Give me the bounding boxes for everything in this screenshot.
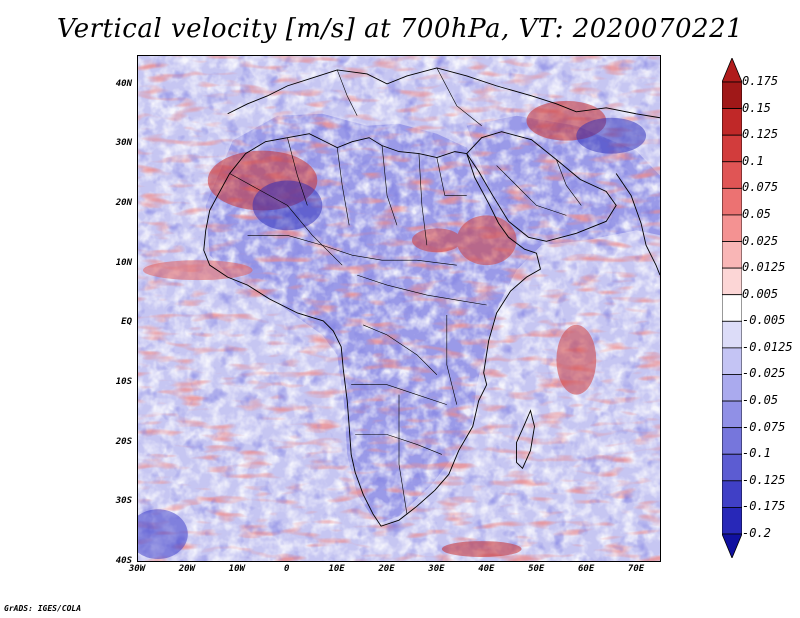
lat-label-eq: EQ bbox=[121, 317, 132, 328]
colorbar-label: 0.05 bbox=[742, 206, 771, 221]
lon-label-60e: 60E bbox=[578, 564, 595, 574]
coastlines bbox=[203, 67, 660, 527]
lat-label-10n: 10N bbox=[115, 257, 132, 268]
colorbar-label: 0.175 bbox=[742, 74, 779, 88]
colorbar-label: 0.0125 bbox=[742, 260, 786, 275]
colorbar-segment bbox=[722, 187, 742, 216]
lat-label-40s: 40S bbox=[115, 556, 132, 566]
colorbar-segment bbox=[722, 507, 742, 535]
colorbar-bottom-arrow bbox=[722, 533, 742, 558]
lat-label-30s: 30S bbox=[115, 496, 132, 507]
arabia-coast bbox=[466, 131, 617, 242]
lon-label-10w: 10W bbox=[228, 564, 245, 574]
lon-label-10e: 10E bbox=[328, 564, 345, 574]
lon-label-30w: 30W bbox=[128, 564, 146, 574]
colorbar-segment bbox=[722, 161, 742, 189]
lon-label-20w: 20W bbox=[178, 564, 196, 574]
india-coast bbox=[615, 173, 660, 276]
map-plot-area bbox=[137, 55, 661, 562]
vertical-velocity-field bbox=[138, 56, 660, 561]
colorbar-label: -0.025 bbox=[742, 366, 786, 381]
lat-label-10s: 10S bbox=[115, 377, 132, 388]
lat-label-20n: 20N bbox=[115, 198, 132, 209]
africa-coast bbox=[203, 133, 541, 527]
colorbar-label: 0.075 bbox=[742, 180, 779, 195]
colorbar-segment bbox=[722, 400, 742, 429]
colorbar-segment bbox=[722, 241, 742, 269]
colorbar-label: 0.025 bbox=[742, 233, 779, 248]
lon-label-70e: 70E bbox=[627, 564, 645, 574]
colorbar-segment bbox=[722, 320, 742, 349]
colorbar-label: 0.1 bbox=[742, 153, 764, 168]
lon-label-20e: 20E bbox=[378, 564, 395, 574]
colorbar bbox=[722, 58, 742, 558]
grads-credit: GrADS: IGES/COLA bbox=[4, 604, 82, 613]
colorbar-segment bbox=[722, 81, 742, 109]
colorbar-segment bbox=[722, 453, 742, 482]
colorbar-segment bbox=[722, 267, 742, 296]
colorbar-segment bbox=[722, 480, 742, 508]
map-title: Vertical velocity [m/s] at 700hPa, VT: 2… bbox=[56, 14, 744, 44]
colorbar-segment bbox=[722, 347, 742, 375]
colorbar-label: -0.175 bbox=[742, 499, 786, 514]
colorbar-label: -0.05 bbox=[742, 393, 779, 408]
colorbar-label: -0.2 bbox=[742, 526, 771, 540]
colorbar-label: -0.0125 bbox=[742, 339, 793, 354]
colorbar-label: -0.125 bbox=[742, 472, 786, 487]
colorbar-top-arrow bbox=[722, 58, 742, 83]
colorbar-label: 0.005 bbox=[742, 286, 779, 301]
lat-label-40n: 40N bbox=[115, 78, 132, 89]
lon-label-30e: 30E bbox=[428, 564, 445, 574]
lon-label-0: 0 bbox=[283, 564, 290, 574]
colorbar-label: -0.075 bbox=[742, 419, 786, 434]
colorbar-label: 0.15 bbox=[742, 100, 771, 115]
colorbar-label: -0.005 bbox=[742, 313, 786, 328]
colorbar-segment bbox=[722, 108, 742, 136]
colorbar-label: 0.125 bbox=[742, 127, 779, 142]
colorbar-segment bbox=[722, 294, 742, 322]
country-borders bbox=[229, 67, 582, 515]
lat-label-30n: 30N bbox=[115, 138, 132, 149]
lon-label-40e: 40E bbox=[478, 564, 495, 574]
colorbar-segment bbox=[722, 374, 742, 402]
europe-coast bbox=[227, 67, 660, 119]
colorbar-segment bbox=[722, 214, 742, 242]
lon-label-50e: 50E bbox=[528, 564, 545, 574]
lat-label-20s: 20S bbox=[115, 436, 132, 447]
colorbar-label: -0.1 bbox=[742, 446, 771, 461]
colorbar-segment bbox=[722, 427, 742, 455]
madagascar-coast bbox=[516, 409, 535, 470]
colorbar-segment bbox=[722, 134, 742, 163]
